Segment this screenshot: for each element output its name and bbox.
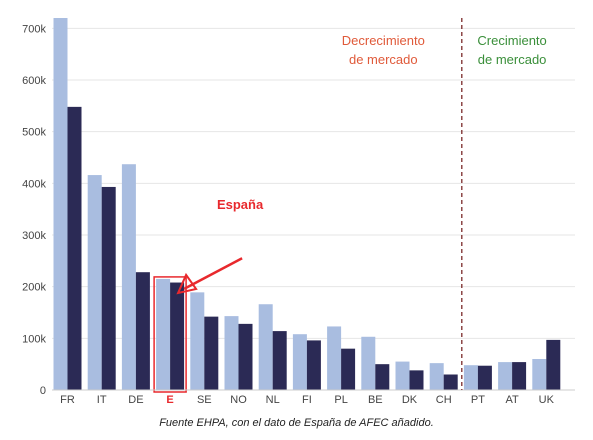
bar-series-2-fi [306, 340, 321, 390]
x-tick-label-fr: FR [60, 394, 75, 406]
spain-arrow-shaft [183, 257, 243, 291]
y-tick-label: 600k [22, 75, 46, 87]
bar-series-2-de [135, 272, 150, 390]
bar-series-2-ch [443, 374, 458, 390]
x-tick-label-no: NO [230, 394, 247, 406]
x-tick-label-se: SE [197, 394, 212, 406]
x-tick-label-it: IT [97, 394, 107, 406]
bar-series-2-pt [477, 365, 492, 390]
bar-chart: 0 100k 200k 300k 400k 500k 600k 700k FR IT DE E Espa… [22, 18, 575, 406]
chart-caption: Fuente EHPA, con el dato de España de AF… [159, 417, 434, 429]
bar-series-2-e [170, 282, 185, 390]
bar-series-1-dk [395, 361, 410, 390]
bar-series-1-e [156, 278, 171, 390]
bar-series-2-fr [67, 106, 82, 390]
x-tick-label-dk: DK [402, 394, 418, 406]
x-tick-label-nl: NL [266, 394, 280, 406]
bar-series-1-ch [429, 363, 444, 390]
x-tick-label-fi: FI [302, 394, 312, 406]
x-tick-label-pl: PL [334, 394, 347, 406]
bar-series-2-se [204, 316, 219, 390]
bar-series-1-uk [532, 359, 547, 390]
bar-series-2-at [512, 362, 527, 390]
bar-series-1-it [87, 175, 102, 390]
y-tick-label: 100k [22, 333, 46, 345]
highlight-box [153, 276, 187, 393]
growth-label-line1: Crecimiento [477, 33, 546, 48]
spain-label: España [217, 197, 264, 212]
growth-label-line2: de mercado [478, 52, 547, 67]
bar-series-1-no [224, 316, 239, 390]
x-tick-label-de: DE [128, 394, 143, 406]
bar-series-1-se [190, 292, 205, 390]
bar-series-1-at [498, 362, 513, 390]
bar-series-2-nl [272, 331, 287, 390]
bar-series-2-it [101, 186, 116, 390]
bar-series-1-pt [463, 365, 478, 390]
y-tick-label: 500k [22, 127, 46, 139]
y-tick-label: 200k [22, 282, 46, 294]
y-tick-label: 0 [40, 385, 46, 397]
x-tick-label-pt: PT [471, 394, 485, 406]
bar-series-1-nl [258, 304, 273, 390]
bar-series-2-no [238, 323, 253, 390]
y-tick-label: 300k [22, 230, 46, 242]
bar-series-1-fr [53, 18, 68, 390]
spain-arrow-head [176, 272, 198, 295]
x-tick-label-at: AT [505, 394, 519, 406]
bar-series-1-de [121, 164, 136, 390]
x-tick-label-uk: UK [539, 394, 555, 406]
bar-series-2-uk [546, 339, 561, 390]
y-tick-label: 400k [22, 178, 46, 190]
decrease-label-line2: de mercado [349, 52, 418, 67]
x-tick-label-ch: CH [436, 394, 452, 406]
decrease-label-line1: Decrecimiento [342, 33, 425, 48]
x-tick-label-be: BE [368, 394, 383, 406]
bar-series-1-fi [292, 334, 307, 390]
bar-series-2-be [375, 364, 390, 390]
x-tick-label-e: E [166, 394, 173, 406]
y-tick-label: 700k [22, 23, 46, 35]
bar-series-1-pl [327, 326, 342, 390]
bar-series-2-pl [341, 348, 356, 390]
bar-series-2-dk [409, 370, 424, 390]
bar-series-1-be [361, 336, 376, 390]
